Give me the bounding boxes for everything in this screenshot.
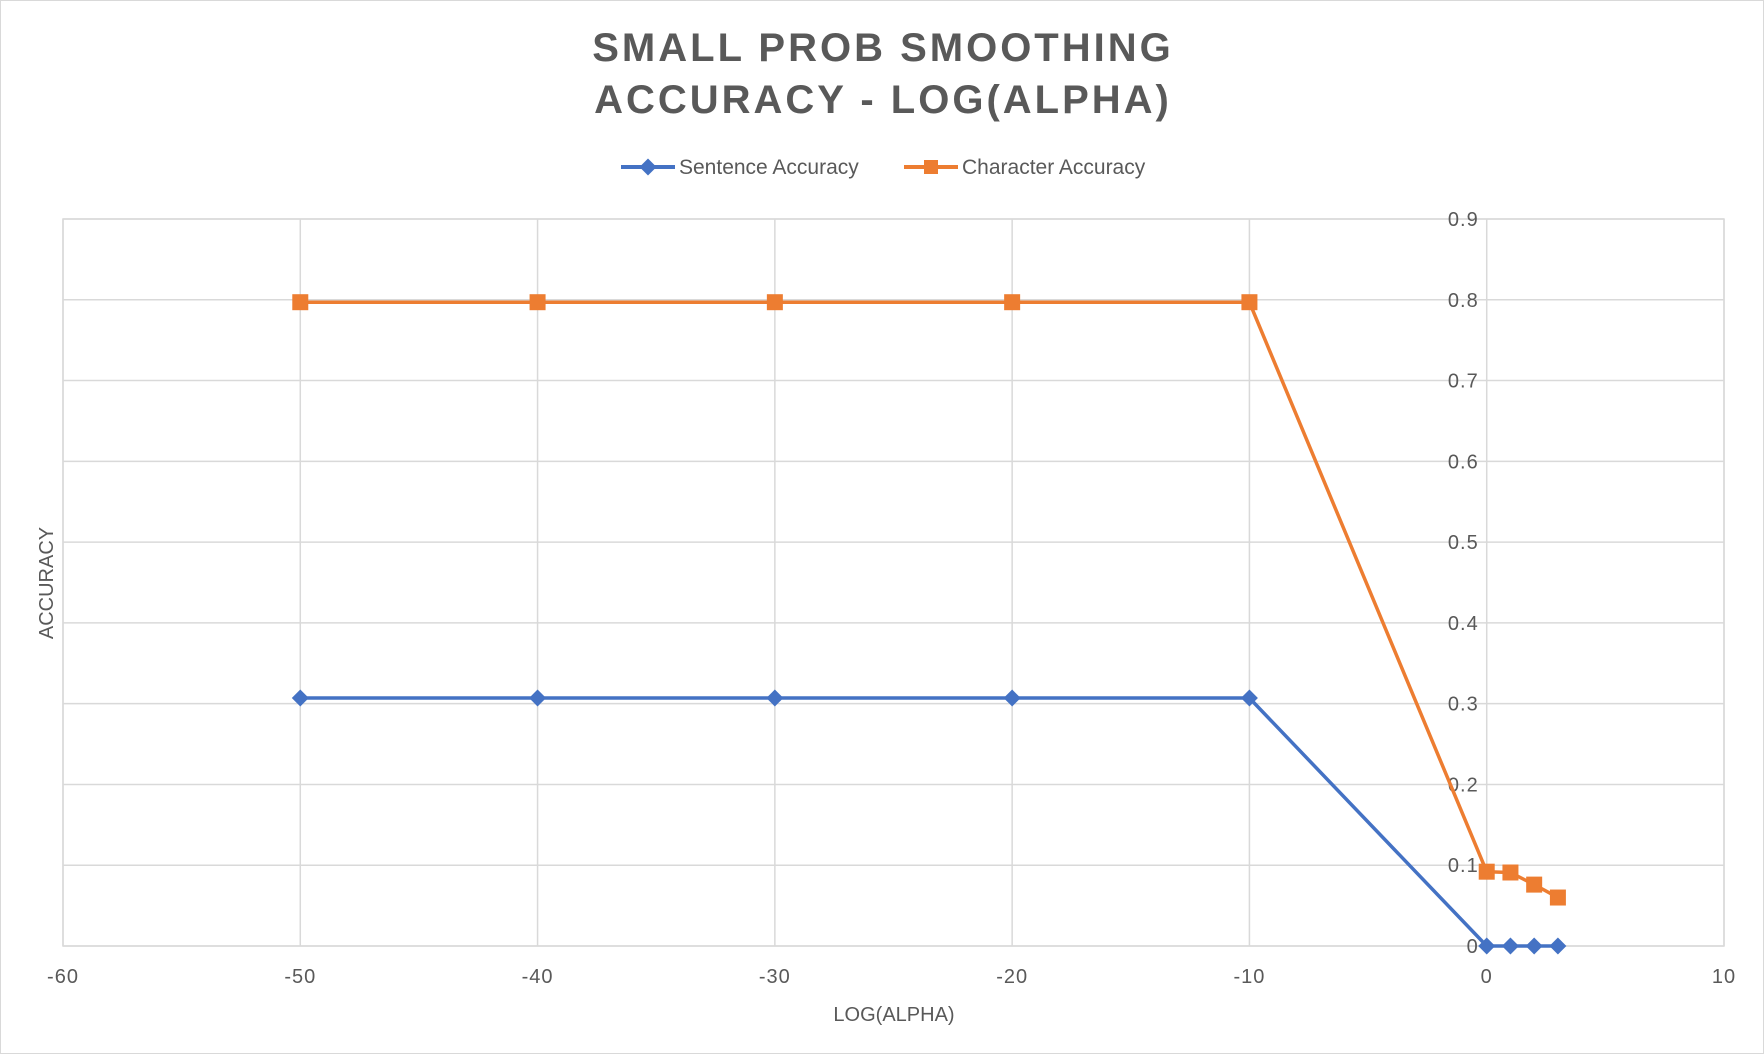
chart-title-line-2: ACCURACY - LOG(ALPHA) (594, 78, 1172, 122)
data-point-sentence (1478, 937, 1496, 955)
series-line-character (300, 300, 1559, 900)
data-point-character (1502, 864, 1519, 881)
y-tick-label: 0.6 (1448, 451, 1479, 473)
legend-marker-character (924, 160, 938, 174)
x-tick-label: -10 (1233, 966, 1265, 988)
legend-label-character: Character Accuracy (962, 156, 1146, 179)
data-point-sentence (1240, 689, 1258, 707)
data-point-sentence (291, 689, 309, 707)
x-tick-label: 10 (1712, 966, 1736, 988)
legend: Sentence Accuracy Character Accuracy (621, 156, 1146, 179)
y-tick-label: 0.1 (1448, 855, 1479, 877)
data-point-character (529, 294, 546, 311)
data-point-sentence (1003, 689, 1021, 707)
y-tick-label: 0.9 (1448, 209, 1479, 231)
data-point-sentence (1525, 937, 1543, 955)
x-tick-label: -40 (522, 966, 554, 988)
plot-area: 0 0.1 0.2 0.3 0.4 0.5 0.6 0.7 0.8 0.9 -60 -50 -40 -30… (47, 209, 1736, 988)
x-tick-label: -50 (284, 966, 316, 988)
data-point-sentence (766, 689, 784, 707)
data-point-character (1004, 294, 1021, 311)
x-tick-label: -60 (47, 966, 79, 988)
x-tick-label: -30 (759, 966, 791, 988)
data-point-character (292, 294, 309, 311)
legend-marker-sentence (639, 158, 657, 176)
data-point-character (1549, 889, 1566, 906)
y-tick-label: 0.7 (1448, 371, 1479, 393)
x-tick-label: 0 (1481, 966, 1493, 988)
y-tick-label: 0.4 (1448, 613, 1479, 635)
data-point-sentence (1549, 937, 1567, 955)
y-tick-label: 0.5 (1448, 532, 1479, 554)
series-line-sentence (300, 696, 1558, 948)
y-tick-label: 0.8 (1448, 290, 1479, 312)
y-tick-label: 0.2 (1448, 774, 1479, 796)
legend-label-sentence: Sentence Accuracy (679, 156, 859, 179)
data-point-character (1526, 876, 1543, 893)
plot-border (62, 218, 1725, 947)
data-point-sentence (529, 689, 547, 707)
x-tick-label: -20 (996, 966, 1028, 988)
data-point-character (1241, 294, 1258, 311)
data-point-character (766, 294, 783, 311)
chart-title-line-1: SMALL PROB SMOOTHING (592, 26, 1173, 70)
y-tick-label: 0.3 (1448, 694, 1479, 716)
data-point-sentence (1501, 937, 1519, 955)
y-tick-label: 0 (1467, 936, 1479, 958)
x-axis-title: LOG(ALPHA) (833, 1004, 954, 1026)
data-point-character (1478, 863, 1495, 880)
y-axis-title: ACCURACY (36, 527, 58, 639)
